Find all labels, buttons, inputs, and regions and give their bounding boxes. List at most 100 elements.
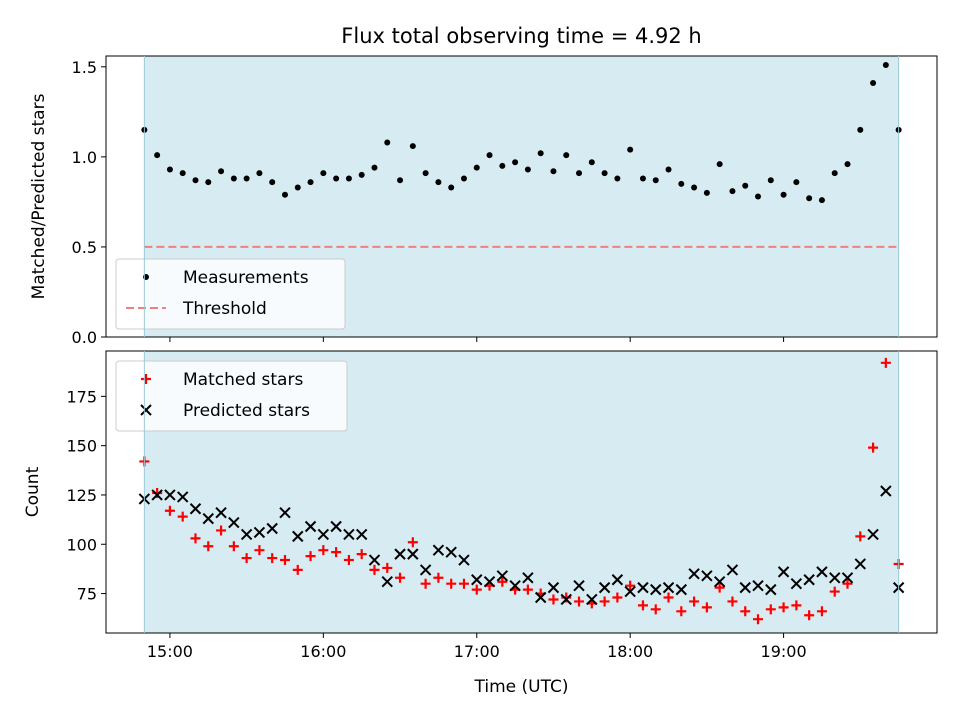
legend-swatch-predicted — [140, 404, 152, 416]
measurement-point — [665, 166, 672, 173]
y-tick-label: 125 — [66, 486, 97, 505]
measurement-point — [652, 177, 659, 184]
measurement-point — [499, 162, 506, 169]
predicted-star-marker — [701, 570, 713, 582]
measurement-point — [384, 139, 391, 146]
predicted-star-marker — [650, 583, 662, 596]
predicted-star-marker — [573, 579, 585, 592]
measurement-point — [691, 184, 698, 191]
matched-star-marker — [190, 533, 201, 544]
matched-star-marker — [279, 555, 290, 566]
measurement-point — [742, 182, 749, 189]
count-x-axis-label: Time (UTC) — [474, 677, 569, 697]
y-tick-label: 175 — [66, 387, 97, 406]
measurement-point — [218, 168, 225, 175]
predicted-star-marker — [471, 574, 483, 586]
measurement-point — [269, 179, 276, 186]
predicted-star-marker — [586, 593, 598, 606]
measurement-point — [371, 164, 378, 171]
matched-star-marker — [625, 580, 636, 591]
measurement-point — [844, 161, 851, 168]
legend-box — [115, 360, 348, 432]
matched-star-marker — [612, 592, 623, 603]
matched-star-marker — [765, 604, 776, 615]
matched-star-marker — [420, 578, 431, 589]
predicted-star-marker — [611, 574, 624, 586]
measurement-point — [345, 175, 352, 182]
y-tick-label: 0.5 — [72, 238, 97, 257]
measurement-point — [512, 159, 519, 166]
predicted-star-marker — [368, 554, 381, 566]
predicted-star-marker — [841, 572, 854, 584]
measurement-point — [563, 152, 570, 159]
matched-star-marker — [740, 606, 751, 617]
matched-star-marker — [216, 525, 227, 536]
predicted-star-marker — [215, 506, 227, 519]
matched-star-marker — [880, 357, 891, 368]
predicted-star-marker — [292, 530, 304, 543]
chart-title: Flux total observing time = 4.92 h — [341, 24, 701, 48]
predicted-star-marker — [662, 581, 675, 594]
matched-star-marker — [753, 614, 764, 625]
predicted-star-marker — [407, 548, 419, 560]
measurement-point — [678, 180, 685, 187]
measurement-point — [755, 193, 762, 200]
predicted-star-marker — [355, 528, 368, 541]
matched-star-marker — [701, 602, 712, 613]
measurement-point — [166, 166, 173, 173]
matched-star-marker — [714, 582, 725, 593]
matched-star-marker — [522, 584, 533, 595]
measurement-point — [397, 177, 404, 184]
measurement-point — [409, 143, 416, 150]
predicted-star-marker — [560, 593, 572, 606]
predicted-star-marker — [304, 520, 317, 533]
predicted-star-marker — [547, 581, 560, 594]
matched-star-marker — [599, 596, 610, 607]
predicted-star-marker — [816, 566, 828, 578]
measurement-point — [358, 171, 365, 178]
predicted-star-marker — [343, 528, 355, 541]
measurement-point — [256, 170, 263, 177]
predicted-star-marker — [624, 585, 636, 598]
measurement-point — [473, 164, 480, 171]
matched-star-marker — [842, 578, 853, 589]
matched-star-marker — [778, 602, 789, 613]
legend-label: Measurements — [183, 268, 309, 288]
measurement-point — [524, 166, 531, 173]
predicted-star-marker — [202, 512, 214, 525]
x-tick-label: 18:00 — [607, 642, 653, 661]
legend-swatch-matched — [141, 374, 151, 384]
predicted-star-marker — [509, 579, 521, 592]
measurement-point — [243, 175, 250, 182]
predicted-star-marker — [777, 566, 790, 578]
predicted-star-marker — [534, 591, 547, 604]
legend-label: Threshold — [182, 299, 267, 319]
y-tick-label: 75 — [77, 585, 97, 604]
matched-star-marker — [816, 606, 827, 617]
count-legend: Matched stars Predicted stars — [115, 360, 348, 432]
predicted-star-marker — [522, 572, 534, 584]
y-tick-label: 100 — [66, 535, 97, 554]
matched-star-marker — [433, 572, 444, 583]
ratio-axes-frame — [105, 55, 938, 338]
measurement-point — [435, 179, 442, 186]
predicted-star-marker — [765, 583, 777, 596]
measurement-point — [422, 170, 429, 177]
measurement-point — [703, 189, 710, 196]
measurement-point — [320, 170, 327, 177]
measurement-point — [486, 152, 493, 159]
ratio-y-ticks: 0.0 0.5 1.0 1.5 — [72, 58, 106, 347]
measurement-point — [588, 159, 595, 166]
measurement-point — [281, 191, 288, 198]
predicted-star-marker — [164, 489, 176, 501]
matched-star-marker — [689, 596, 700, 607]
predicted-star-marker — [752, 579, 764, 592]
predicted-star-marker — [266, 522, 278, 535]
matched-star-marker — [855, 531, 866, 542]
matched-star-marker — [663, 592, 674, 603]
measurement-point — [818, 197, 825, 204]
predicted-star-marker — [317, 528, 330, 541]
matched-star-marker — [267, 553, 278, 564]
matched-star-marker — [241, 553, 252, 564]
